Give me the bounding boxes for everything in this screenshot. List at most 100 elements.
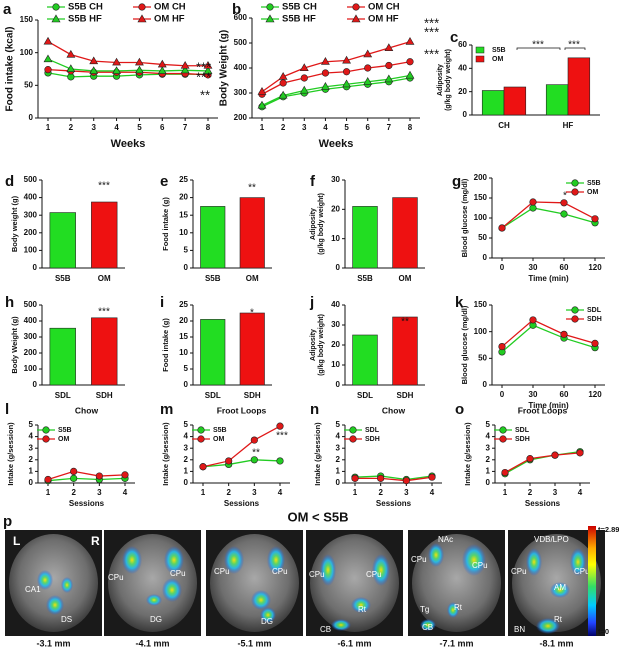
y-tick-label: 0 [184,478,189,487]
x-tick-label: 2 [528,488,533,497]
region-label: CB [422,623,433,632]
y-tick-label: 500 [24,175,38,184]
y-tick-label: 3 [486,443,491,452]
region-label: L [13,534,20,548]
panel-letter: h [5,294,14,311]
y-tick-label: 400 [24,316,38,325]
legend-marker [51,14,61,23]
brain-slice [412,534,501,632]
x-tick-label: 3 [91,123,96,132]
y-axis-label: Food intake (g) [161,318,170,372]
x-tick-label: S5B [55,274,71,283]
chart-title: Froot Loops [518,405,568,415]
region-label: DS [61,615,72,624]
legend-label: S5B HF [68,14,102,25]
x-axis-label: Sessions [376,499,412,508]
x-tick-label: HF [563,121,574,130]
bar [91,317,118,386]
series-line [202,425,281,468]
series-line [501,324,596,353]
y-tick-label: 10 [179,348,188,357]
bar [503,86,527,116]
legend-label: OM [587,189,598,196]
y-tick-label: 300 [234,88,248,97]
y-tick-label: 150 [474,300,488,309]
annotation: *** [424,24,439,39]
legend-marker [42,435,50,443]
activation-blob [122,546,142,574]
legend-marker [197,435,205,443]
y-tick-label: 20 [458,87,467,96]
point [591,215,599,223]
y-tick-label: 0 [483,380,488,389]
y-axis-label: Adiposity [437,64,444,96]
annotation: *** [98,181,110,192]
point [428,473,436,481]
bar [91,201,118,269]
bar [567,57,591,116]
point [342,79,351,88]
x-tick-label: 3 [97,488,102,497]
panel-letter: j [309,294,314,311]
activation-blob [146,594,162,606]
legend-label: SDL [587,307,602,314]
point [89,56,99,65]
y-tick-label: 0 [336,478,341,487]
series-line [501,319,596,348]
x-tick-label: SDL [55,391,71,400]
y-axis-label: Adiposity [310,208,317,240]
y-axis-label: Intake (g/session) [313,422,322,486]
x-tick-label: 3 [302,123,307,132]
x-tick-label: 4 [123,488,128,497]
bar [200,319,226,386]
region-label: CA1 [25,585,41,594]
point [250,456,258,464]
x-tick-label: 1 [260,123,265,132]
region-label: DG [261,617,273,626]
annotation: * [250,308,254,319]
y-tick-label: 50 [478,233,487,242]
x-tick-label: 4 [114,123,119,132]
activation-blob [536,618,560,634]
y-tick-label: 300 [24,210,38,219]
point [364,64,372,72]
activation-blob [351,597,371,613]
point [342,68,351,76]
y-tick-label: 20 [331,340,340,349]
series-line [261,41,411,93]
x-tick-label: 5 [344,123,349,132]
x-axis-label: Sessions [69,499,105,508]
y-tick-label: 30 [331,320,340,329]
point [501,468,509,477]
x-axis-label: Time (min) [528,274,569,283]
panel-letter: f [310,173,316,190]
y-tick-label: 400 [234,63,248,72]
colorbar [588,526,596,636]
activation-blob [46,595,64,615]
region-label: Rt [454,603,463,612]
series-line [202,459,281,468]
point [112,57,121,66]
y-tick-label: 2 [486,455,491,464]
legend-marker [137,14,147,23]
panel-letter: p [3,513,12,530]
x-tick-label: 1 [353,488,358,497]
point [576,449,584,457]
legend-marker [571,188,579,196]
legend-marker [499,435,507,443]
colorbar-min: t=0 [598,627,609,636]
panel-letter: d [5,173,14,190]
x-tick-label: OM [399,274,412,283]
activation-blob [251,590,271,610]
series-line [47,72,208,78]
region-label: CPu [309,570,325,579]
point [279,79,287,87]
activation-blob [372,554,390,586]
y-tick-label: 2 [336,455,341,464]
annotation: *** [196,69,211,84]
x-axis-label: Sessions [525,499,561,508]
y-tick-label: 20 [179,193,188,202]
chart-title: Froot Loops [217,405,267,415]
series-line [47,470,126,481]
point [157,66,167,74]
